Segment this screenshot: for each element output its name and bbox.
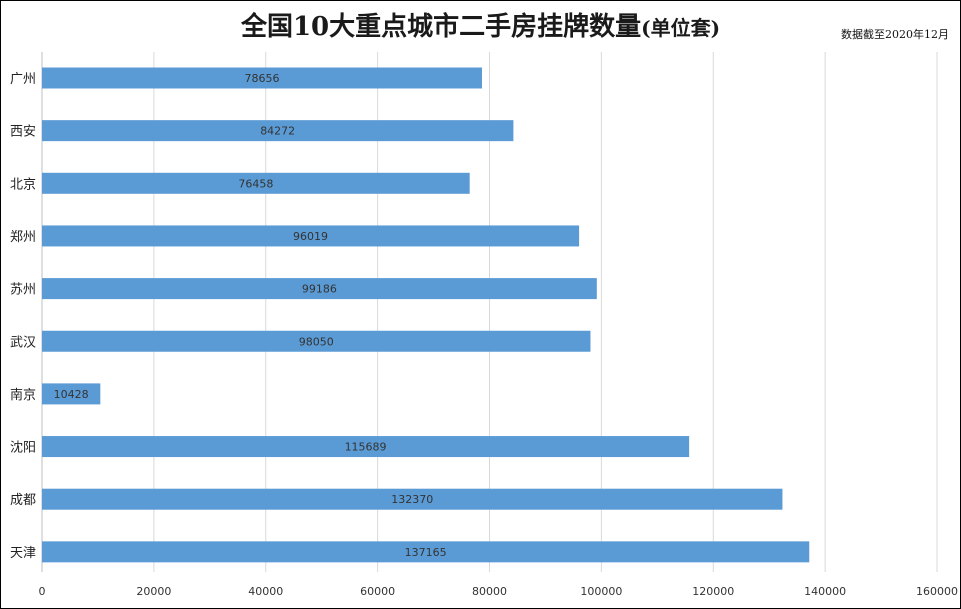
bar-2 (42, 172, 470, 194)
chart-title-unit: (单位套) (641, 16, 721, 40)
category-label-2: 北京 (10, 177, 36, 192)
bar-7 (42, 436, 690, 458)
chart-title: 全国10大重点城市二手房挂牌数量(单位套) (0, 6, 961, 43)
x-tick-label-80000: 80000 (472, 585, 507, 598)
bar-5 (42, 330, 591, 352)
x-tick-label-160000: 160000 (916, 585, 958, 598)
data-label-2: 76458 (238, 177, 273, 190)
category-label-1: 西安 (10, 125, 36, 140)
category-label-6: 南京 (10, 387, 36, 403)
data-label-1: 84272 (260, 125, 295, 138)
data-label-0: 78656 (244, 72, 279, 85)
category-label-7: 沈阳 (10, 441, 36, 456)
bar-6 (42, 383, 101, 405)
x-tick-label-0: 0 (39, 585, 46, 598)
data-label-3: 96019 (293, 230, 328, 243)
bar-8 (42, 488, 783, 510)
data-label-6: 10428 (54, 388, 89, 401)
x-tick-label-20000: 20000 (136, 585, 171, 598)
bar-1 (42, 120, 514, 142)
data-label-8: 132370 (391, 493, 433, 506)
x-tick-label-100000: 100000 (580, 585, 622, 598)
category-label-4: 苏州 (10, 282, 36, 298)
bar-4 (42, 278, 597, 300)
x-tick-label-40000: 40000 (248, 585, 283, 598)
category-label-0: 广州 (10, 72, 36, 87)
category-label-3: 郑州 (10, 230, 36, 245)
x-tick-label-120000: 120000 (692, 585, 734, 598)
bar-9 (42, 541, 810, 563)
category-label-9: 天津 (10, 546, 36, 561)
x-tick-label-140000: 140000 (804, 585, 846, 598)
data-label-4: 99186 (302, 283, 337, 296)
data-label-7: 115689 (345, 441, 387, 454)
x-tick-label-60000: 60000 (360, 585, 395, 598)
category-label-8: 成都 (10, 493, 36, 508)
chart-title-main: 全国10大重点城市二手房挂牌数量 (240, 12, 642, 42)
data-label-5: 98050 (299, 335, 334, 348)
category-label-5: 武汉 (10, 335, 36, 350)
bar-0 (42, 67, 482, 89)
data-label-9: 137165 (405, 546, 447, 559)
bar-3 (42, 225, 580, 247)
data-date-note: 数据截至2020年12月 (841, 28, 949, 41)
